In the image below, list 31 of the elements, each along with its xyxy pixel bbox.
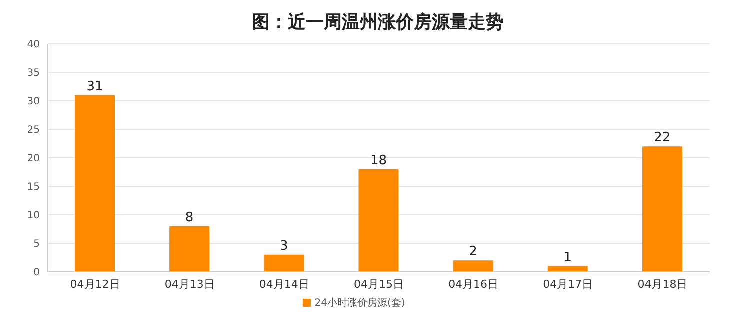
x-tick-label: 04月18日 bbox=[638, 278, 688, 291]
data-label: 8 bbox=[185, 210, 194, 226]
bar bbox=[75, 95, 115, 272]
y-tick-label: 5 bbox=[34, 239, 40, 250]
y-tick-label: 25 bbox=[27, 125, 40, 136]
x-tick-label: 04月15日 bbox=[354, 278, 404, 291]
y-tick-label: 20 bbox=[27, 154, 40, 165]
bar bbox=[642, 146, 682, 272]
data-label: 2 bbox=[469, 244, 478, 260]
y-tick-label: 40 bbox=[27, 40, 40, 51]
data-label: 3 bbox=[280, 238, 288, 254]
data-label: 31 bbox=[86, 79, 104, 94]
y-tick-label: 10 bbox=[27, 210, 40, 222]
x-tick-label: 04月16日 bbox=[448, 278, 499, 291]
data-label: 18 bbox=[370, 153, 387, 168]
x-tick-label: 04月17日 bbox=[543, 278, 594, 291]
y-tick-label: 0 bbox=[34, 268, 40, 279]
y-tick-label: 15 bbox=[27, 182, 40, 194]
y-tick-label: 35 bbox=[27, 68, 40, 80]
bar bbox=[264, 254, 304, 272]
data-label: 1 bbox=[564, 250, 572, 266]
legend-label: 24小时涨价房源(套) bbox=[314, 298, 406, 309]
bar bbox=[170, 226, 210, 272]
bar bbox=[453, 260, 494, 272]
chart-title: 图：近一周温州涨价房源量走势 bbox=[251, 11, 505, 35]
data-label: 22 bbox=[654, 130, 671, 146]
bar bbox=[358, 169, 399, 272]
x-tick-label: 04月13日 bbox=[164, 278, 215, 291]
x-tick-label: 04月14日 bbox=[259, 278, 310, 291]
x-tick-label: 04月12日 bbox=[70, 278, 120, 291]
y-tick-label: 30 bbox=[27, 96, 40, 108]
